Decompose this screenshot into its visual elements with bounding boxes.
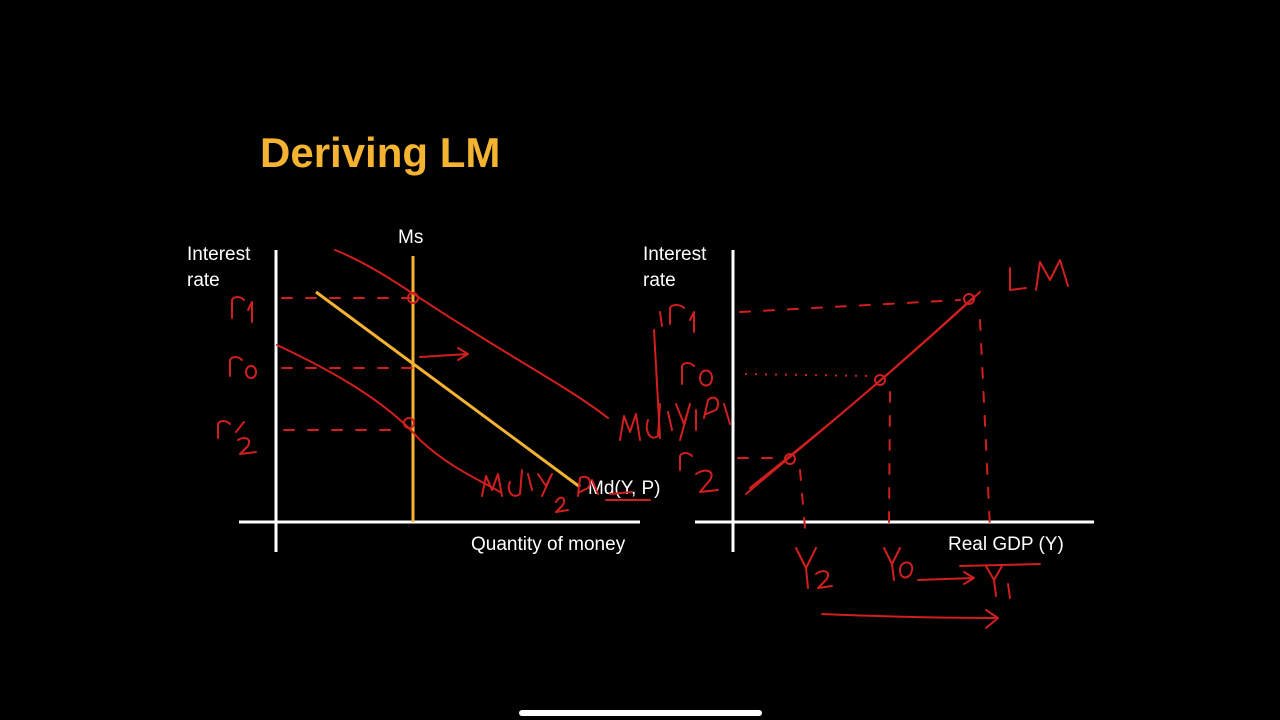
handwritten-y2	[795, 547, 833, 589]
handwritten-r-axis-bracket	[653, 329, 661, 439]
lm-point-y1-r1	[963, 293, 975, 305]
right-y-axis-label-line1: Interest	[643, 244, 707, 265]
guide-line-y0	[888, 391, 891, 531]
right-graph-axes	[695, 250, 1094, 552]
handwritten-y1	[985, 565, 1011, 599]
right-x-axis-label: Real GDP (Y)	[948, 534, 1064, 555]
left-x-axis-label: Quantity of money	[471, 534, 626, 555]
equilibrium-point-r2	[403, 417, 415, 429]
handwritten-r1-left	[231, 296, 253, 323]
money-supply-label: Ms	[398, 227, 424, 248]
money-demand-curve	[315, 290, 581, 489]
left-y-axis-label-line1: Interest	[187, 244, 251, 265]
home-indicator[interactable]	[519, 710, 762, 716]
handwritten-md-y2	[481, 469, 651, 513]
handwritten-r2-left	[217, 420, 257, 455]
handwritten-md-y1	[619, 396, 731, 441]
handwritten-r2-right	[679, 452, 719, 493]
slide-title: Deriving LM	[260, 129, 501, 176]
y1-underline	[959, 563, 1041, 567]
lm-point-y2-r2	[784, 453, 796, 465]
lm-curve-overstroke	[749, 291, 981, 489]
guide-line-r1-right	[739, 299, 961, 313]
money-demand-label: Md(Y, P)	[588, 478, 661, 499]
money-demand-shift-high	[334, 249, 609, 419]
handwritten-r0-left	[229, 356, 257, 379]
shift-arrow-left	[419, 347, 469, 361]
handwritten-y0	[883, 547, 914, 581]
handwritten-r1-right	[659, 304, 695, 333]
lm-point-y0-r0	[874, 374, 886, 386]
guide-line-y1	[979, 319, 991, 529]
handwritten-lm-label	[1009, 259, 1069, 291]
guide-line-r0-right	[744, 373, 871, 377]
handwritten-r0-right	[681, 362, 713, 387]
guide-line-y2	[799, 469, 806, 529]
money-demand-shift-low	[276, 344, 501, 493]
arrow-y2-to-y1	[821, 609, 999, 629]
arrow-y0-to-y1	[917, 571, 975, 585]
left-graph-axes	[239, 250, 640, 552]
left-y-axis-label-line2: rate	[187, 270, 220, 291]
right-y-axis-label-line2: rate	[643, 270, 676, 291]
